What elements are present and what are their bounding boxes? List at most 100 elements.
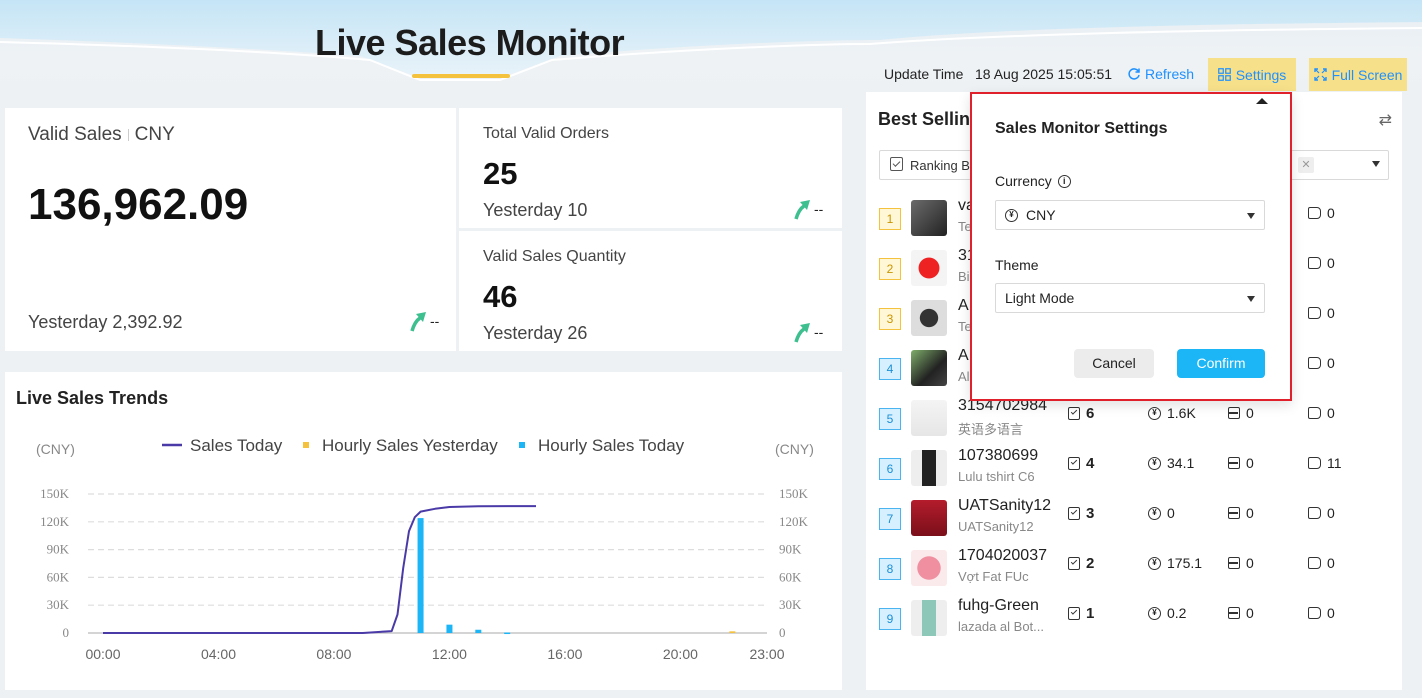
sales-cell: ¥34.1 (1148, 455, 1194, 471)
sales-cell: ¥175.1 (1148, 555, 1202, 571)
product-thumbnail (911, 300, 947, 336)
trend-text: -- (814, 324, 824, 340)
stock-cell: 0 (1228, 555, 1254, 571)
currency-icon: ¥ (1148, 506, 1161, 520)
product-thumbnail (911, 400, 947, 436)
y-tick-right: 0 (779, 625, 786, 640)
settings-label: Settings (1235, 66, 1287, 83)
sales-amount: 1.6K (1167, 405, 1196, 421)
best-selling-row[interactable]: 6 107380699 Lulu tshirt C6 4 ¥34.1 0 11 (866, 447, 1402, 497)
bar (504, 632, 511, 635)
sales-amount: 175.1 (1167, 555, 1203, 571)
product-subtitle: UATSanity12 (958, 519, 1034, 534)
y-unit-left: (CNY) (36, 441, 75, 457)
valid-sales-quantity-card: Valid Sales Quantity 46 Yesterday 26 -- (459, 231, 842, 351)
product-thumbnail (911, 350, 947, 386)
orders-cell: 2 (1068, 555, 1094, 572)
tag-count: 0 (1327, 255, 1335, 271)
stock-cell: 0 (1228, 505, 1254, 521)
currency-icon: ¥ (1148, 606, 1161, 620)
chevron-down-icon (1247, 213, 1255, 219)
theme-label: Theme (995, 257, 1039, 273)
orders-count: 2 (1086, 555, 1095, 572)
currency-label-row: Currency i (995, 173, 1071, 189)
orders-value: 25 (483, 156, 518, 191)
product-name: UATSanity12 (958, 497, 1052, 514)
currency-value: CNY (1026, 207, 1056, 223)
y-tick-left: 150K (40, 486, 70, 501)
quantity-trend: -- (792, 321, 823, 343)
best-selling-row[interactable]: 9 fuhg-Green lazada al Bot... 1 ¥0.2 0 0 (866, 597, 1402, 647)
cancel-button[interactable]: Cancel (1074, 349, 1154, 378)
fullscreen-button[interactable]: Full Screen (1309, 58, 1407, 91)
refresh-button[interactable]: Refresh (1127, 66, 1194, 82)
tag-icon (1308, 557, 1321, 569)
quantity-yesterday: Yesterday 26 (483, 323, 588, 343)
ranking-select-label: Ranking B (910, 158, 970, 173)
product-thumbnail (911, 500, 947, 536)
title-underline (412, 74, 510, 78)
stock-count: 0 (1246, 605, 1254, 621)
currency-icon: ¥ (1148, 556, 1161, 570)
orders-label: Total Valid Orders (483, 125, 609, 142)
product-name: A (958, 297, 969, 314)
best-selling-row[interactable]: 1 va Te 0 (866, 197, 1402, 247)
rank-badge: 5 (879, 408, 901, 430)
order-icon (1068, 407, 1080, 420)
rank-badge: 7 (879, 508, 901, 530)
theme-select[interactable]: Light Mode (995, 283, 1265, 313)
info-icon[interactable]: i (1057, 174, 1071, 188)
valid-sales-trend: -- (408, 310, 439, 332)
tag-cell: 0 (1308, 555, 1335, 571)
product-name: 3154702984 (958, 397, 1047, 414)
box-icon (1228, 507, 1240, 519)
orders-trend: -- (792, 198, 823, 220)
best-selling-row[interactable]: 7 UATSanity12 UATSanity12 3 ¥0 0 0 (866, 497, 1402, 547)
best-selling-row[interactable]: 3 A Te 0 (866, 297, 1402, 347)
rank-badge: 6 (879, 458, 901, 480)
sales-amount: 0 (1167, 505, 1175, 521)
best-selling-title: Best Selling (878, 109, 982, 129)
orders-count: 6 (1086, 405, 1095, 422)
tag-count: 0 (1327, 405, 1335, 421)
tag-icon (1308, 607, 1321, 619)
settings-button[interactable]: Settings (1208, 58, 1296, 91)
rank-badge: 4 (879, 358, 901, 380)
x-tick: 16:00 (547, 646, 582, 662)
trend-text: -- (430, 313, 440, 329)
currency-icon: ¥ (1148, 456, 1161, 470)
stock-count: 0 (1246, 405, 1254, 421)
stock-count: 0 (1246, 555, 1254, 571)
tag-icon (1308, 207, 1321, 219)
y-tick-left: 30K (47, 597, 70, 612)
product-thumbnail (911, 600, 947, 636)
valid-sales-label-row: Valid Sales CNY (28, 124, 175, 146)
product-thumbnail (911, 250, 947, 286)
valid-sales-yesterday: Yesterday 2,392.92 (28, 312, 183, 332)
trends-title: Live Sales Trends (16, 388, 169, 408)
rank-badge: 8 (879, 558, 901, 580)
product-subtitle: Te (958, 219, 972, 234)
product-subtitle: Bi (958, 269, 970, 284)
settings-popup: Sales Monitor Settings Currency i ¥ CNY … (970, 92, 1292, 401)
product-name: A (958, 347, 969, 364)
best-selling-row[interactable]: 4 A Al 0 (866, 347, 1402, 397)
sales-cell: ¥1.6K (1148, 405, 1196, 421)
confirm-button[interactable]: Confirm (1177, 349, 1265, 378)
product-subtitle: Te (958, 319, 972, 334)
popup-arrow (1256, 98, 1268, 104)
y-tick-left: 90K (47, 542, 70, 557)
orders-cell: 3 (1068, 505, 1094, 522)
best-selling-row[interactable]: 5 3154702984 英语多语言 6 ¥1.6K 0 0 (866, 397, 1402, 447)
tag-count: 0 (1327, 555, 1335, 571)
product-thumbnail (911, 550, 947, 586)
orders-cell: 1 (1068, 605, 1094, 622)
orders-yesterday: Yesterday 10 (483, 200, 588, 220)
tag-count: 0 (1327, 205, 1335, 221)
swap-icon[interactable]: ⇄ (1378, 112, 1392, 129)
currency-select[interactable]: ¥ CNY (995, 200, 1265, 230)
best-selling-row[interactable]: 8 1704020037 Vợt Fat FUc 2 ¥175.1 0 0 (866, 547, 1402, 597)
page-header: Live Sales Monitor Update Time 18 Aug 20… (0, 0, 1422, 92)
product-subtitle: lazada al Bot... (958, 619, 1044, 634)
clear-icon[interactable]: ✕ (1298, 157, 1314, 173)
